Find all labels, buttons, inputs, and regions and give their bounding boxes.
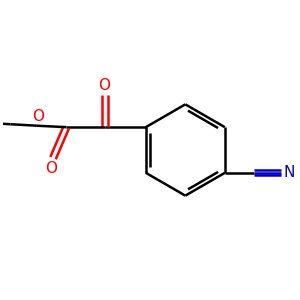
- Text: O: O: [99, 78, 111, 93]
- Text: O: O: [46, 161, 58, 176]
- Text: N: N: [284, 165, 295, 180]
- Text: O: O: [32, 110, 44, 124]
